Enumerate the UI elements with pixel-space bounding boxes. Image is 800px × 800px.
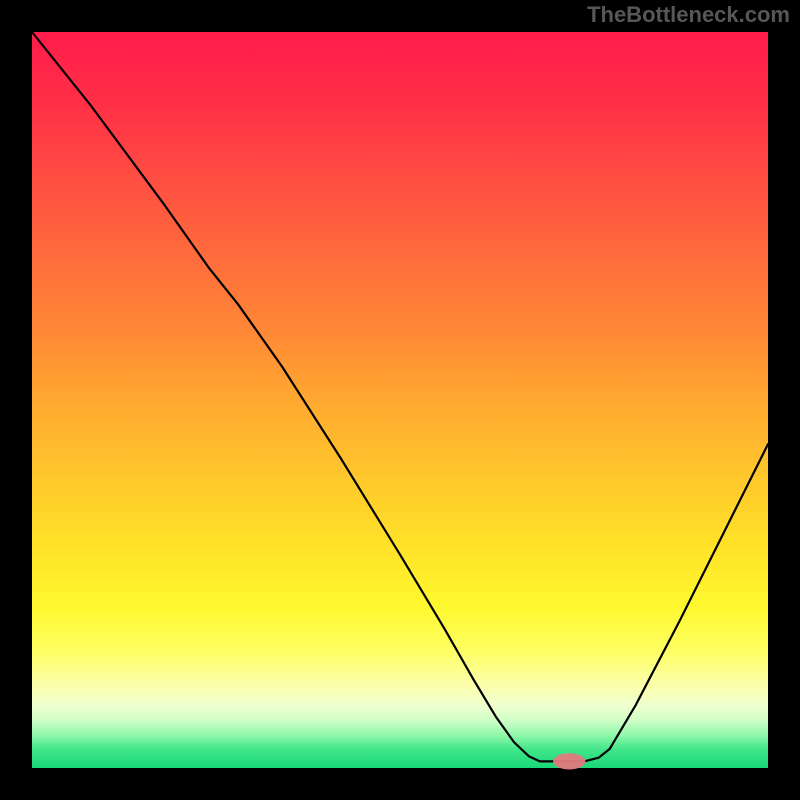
chart-canvas: TheBottleneck.com bbox=[0, 0, 800, 800]
watermark-text: TheBottleneck.com bbox=[587, 2, 790, 28]
bottleneck-chart bbox=[0, 0, 800, 800]
plot-background bbox=[32, 32, 768, 768]
optimum-marker bbox=[553, 753, 585, 769]
